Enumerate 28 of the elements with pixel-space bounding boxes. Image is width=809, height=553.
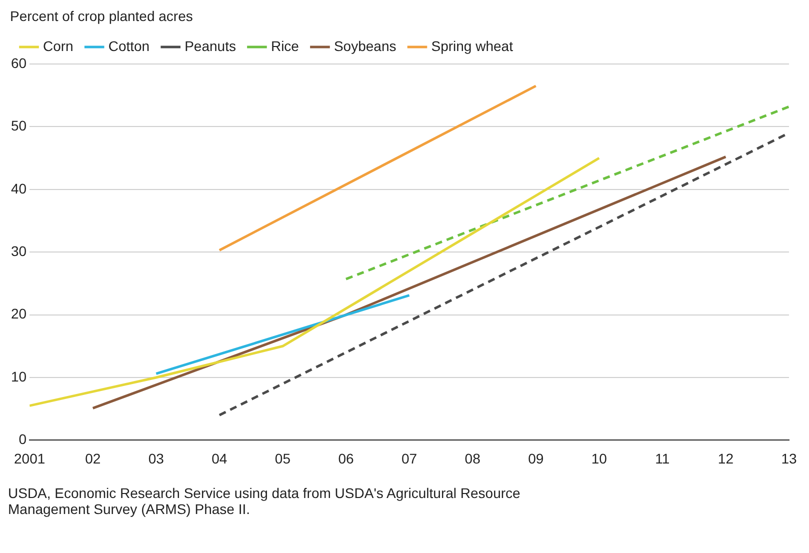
x-tick-label: 06 — [338, 450, 354, 466]
y-tick-label: 40 — [10, 180, 27, 196]
legend-label: Peanuts — [184, 38, 236, 54]
x-tick-label: 03 — [148, 450, 164, 466]
x-tick-label: 07 — [401, 450, 418, 466]
x-tick-label: 13 — [781, 450, 797, 466]
legend-label: Cotton — [108, 38, 150, 54]
x-tick-label: 12 — [718, 450, 734, 466]
x-tick-label: 09 — [528, 450, 544, 466]
x-tick-label: 02 — [85, 450, 101, 466]
x-tick-label: 11 — [655, 450, 670, 466]
y-tick-label: 0 — [18, 431, 27, 448]
legend-label: Spring wheat — [431, 38, 514, 54]
y-tick-label: 10 — [10, 368, 27, 384]
x-tick-label: 10 — [591, 450, 608, 466]
x-tick-label: 2001 — [14, 450, 46, 466]
y-tick-label: 50 — [10, 118, 27, 134]
y-tick-label: 30 — [10, 242, 27, 259]
y-tick-label: 20 — [10, 306, 27, 322]
x-tick-label: 08 — [464, 450, 481, 466]
x-tick-label: 04 — [212, 450, 228, 466]
legend-label: Rice — [270, 38, 300, 54]
text: USDA, Economic Research Service using data from USDA's Agricultural Resource Management Survey (ARMS) Phase II. — [8, 485, 522, 517]
y-axis-title: Percent of crop planted acres — [10, 8, 194, 24]
y-tick-label: 60 — [10, 54, 27, 71]
legend-label: Corn — [43, 38, 74, 54]
x-tick-label: 05 — [274, 450, 291, 466]
legend-label: Soybeans — [334, 38, 396, 54]
